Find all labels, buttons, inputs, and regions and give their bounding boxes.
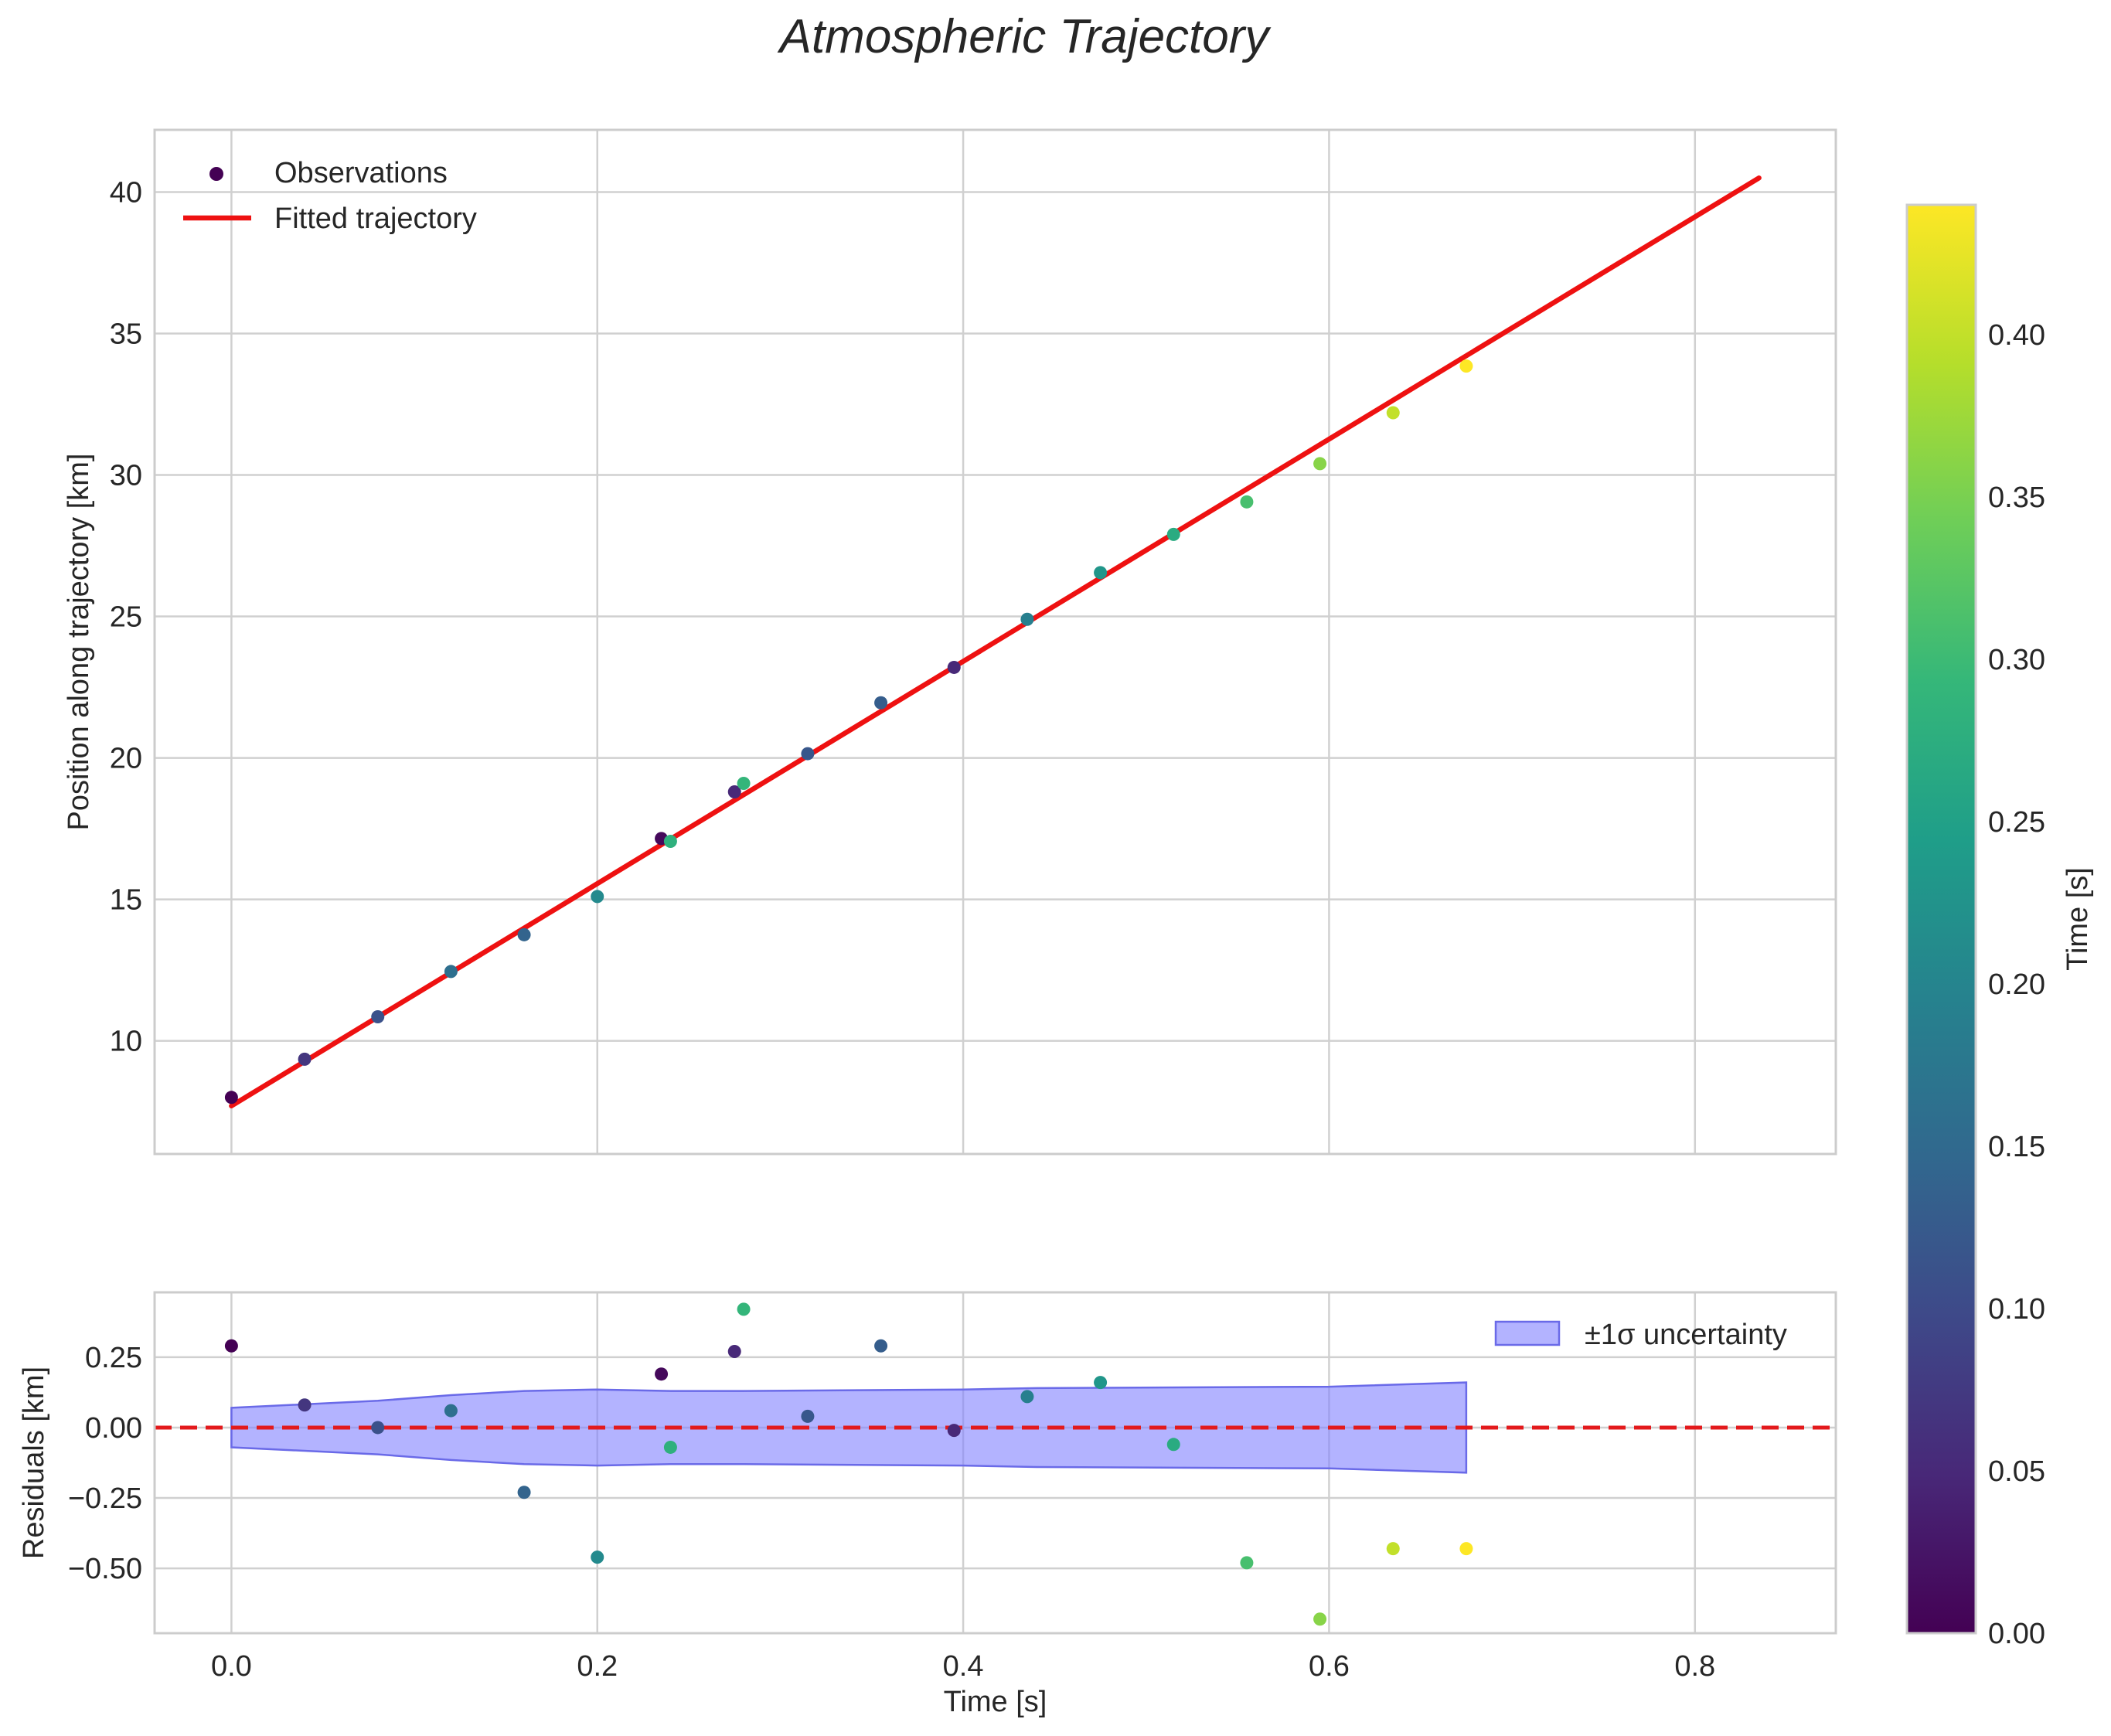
residual-axes-frame — [153, 1291, 1837, 1635]
residual-point — [517, 1486, 531, 1499]
residual-x-tick-label: 0.6 — [1309, 1650, 1350, 1683]
residual-point — [1386, 1542, 1400, 1556]
colorbar-tick-label: 0.40 — [1988, 319, 2045, 352]
main-y-axis-label: Position along trajectory [km] — [63, 454, 95, 831]
main-y-tick-label: 35 — [110, 318, 142, 351]
main-y-tick-label: 30 — [110, 460, 142, 492]
observation-point — [737, 777, 751, 791]
residual-point — [1094, 1376, 1108, 1390]
observation-point — [517, 928, 531, 941]
residual-point — [663, 1440, 677, 1454]
fitted-trajectory-line — [229, 175, 1762, 1109]
residual-point — [947, 1424, 961, 1438]
residual-point — [727, 1345, 741, 1359]
residual-y-axis-label: Residuals [km] — [18, 1367, 50, 1559]
residual-point — [371, 1421, 385, 1435]
legend-band-swatch — [1494, 1320, 1561, 1346]
observation-point — [224, 1091, 238, 1105]
observation-point — [663, 835, 677, 849]
residual-point — [224, 1339, 238, 1353]
observation-point — [371, 1009, 385, 1023]
main-y-tick-label: 10 — [110, 1026, 142, 1058]
observation-point — [1459, 359, 1473, 373]
observation-point — [1094, 566, 1108, 580]
legend-observations-label: Observations — [274, 157, 448, 189]
x-axis-label: Time [s] — [944, 1686, 1047, 1718]
residual-point — [591, 1550, 604, 1564]
colorbar: 0.00 0.05 0.10 0.15 0.20 0.25 0.30 0.35 0.40 Time… — [1905, 203, 2094, 1650]
observation-point — [801, 747, 815, 761]
residual-point — [801, 1409, 815, 1423]
residual-y-tick-label: −0.50 — [68, 1553, 142, 1585]
observation-point — [1166, 527, 1180, 541]
colorbar-tick-label: 0.05 — [1988, 1455, 2045, 1488]
colorbar-label: Time [s] — [2062, 867, 2094, 971]
residual-point — [1166, 1438, 1180, 1452]
main-axes-frame — [153, 128, 1837, 1156]
observation-point — [444, 965, 458, 979]
colorbar-tick-label: 0.30 — [1988, 644, 2045, 676]
residual-point — [298, 1398, 312, 1412]
residual-point — [1240, 1556, 1254, 1570]
residual-y-tick-label: −0.25 — [68, 1482, 142, 1515]
residual-point — [874, 1339, 888, 1353]
observation-point — [1240, 495, 1254, 509]
main-axes: 10 15 20 25 30 35 40 Position along trajectory … — [63, 128, 1837, 1156]
chart-title: Atmospheric Trajectory — [777, 10, 1272, 63]
residual-point — [1313, 1612, 1327, 1626]
colorbar-tick-label: 0.15 — [1988, 1131, 2045, 1163]
residual-y-tick-label: 0.00 — [85, 1412, 142, 1445]
legend-observations-marker — [209, 167, 223, 181]
colorbar-gradient — [1905, 203, 1977, 1635]
colorbar-tick-label: 0.10 — [1988, 1293, 2045, 1326]
residual-axes: 0.0 0.2 0.4 0.6 0.8 0.25 0.00 −0.25 −0.50 Residua… — [18, 1291, 1837, 1718]
residual-x-tick-label: 0.8 — [1674, 1650, 1715, 1683]
observation-point — [947, 660, 961, 674]
legend-band-label: ±1σ uncertainty — [1585, 1319, 1787, 1351]
observation-point — [874, 696, 888, 710]
observation-point — [1020, 612, 1034, 626]
residual-x-tick-label: 0.0 — [211, 1650, 252, 1683]
residual-point — [737, 1302, 751, 1316]
residual-point — [1459, 1542, 1473, 1556]
main-y-tick-label: 40 — [110, 177, 142, 209]
legend-fit-label: Fitted trajectory — [274, 203, 477, 235]
colorbar-tick-label: 0.25 — [1988, 806, 2045, 839]
main-y-tick-label: 25 — [110, 601, 142, 634]
residual-point — [1020, 1390, 1034, 1404]
colorbar-tick-label: 0.35 — [1988, 482, 2045, 514]
main-y-tick-label: 20 — [110, 743, 142, 775]
residual-x-tick-label: 0.2 — [577, 1650, 618, 1683]
residual-y-tick-label: 0.25 — [85, 1342, 142, 1374]
observation-point — [298, 1052, 312, 1066]
main-y-tick-label: 15 — [110, 884, 142, 917]
residual-point — [444, 1404, 458, 1418]
observation-point — [591, 890, 604, 904]
observation-point — [1386, 406, 1400, 420]
colorbar-tick-label: 0.20 — [1988, 968, 2045, 1001]
colorbar-tick-label: 0.00 — [1988, 1618, 2045, 1650]
observation-point — [727, 785, 741, 798]
observation-point — [1313, 457, 1327, 471]
residual-x-tick-label: 0.4 — [943, 1650, 984, 1683]
residual-point — [655, 1367, 669, 1381]
